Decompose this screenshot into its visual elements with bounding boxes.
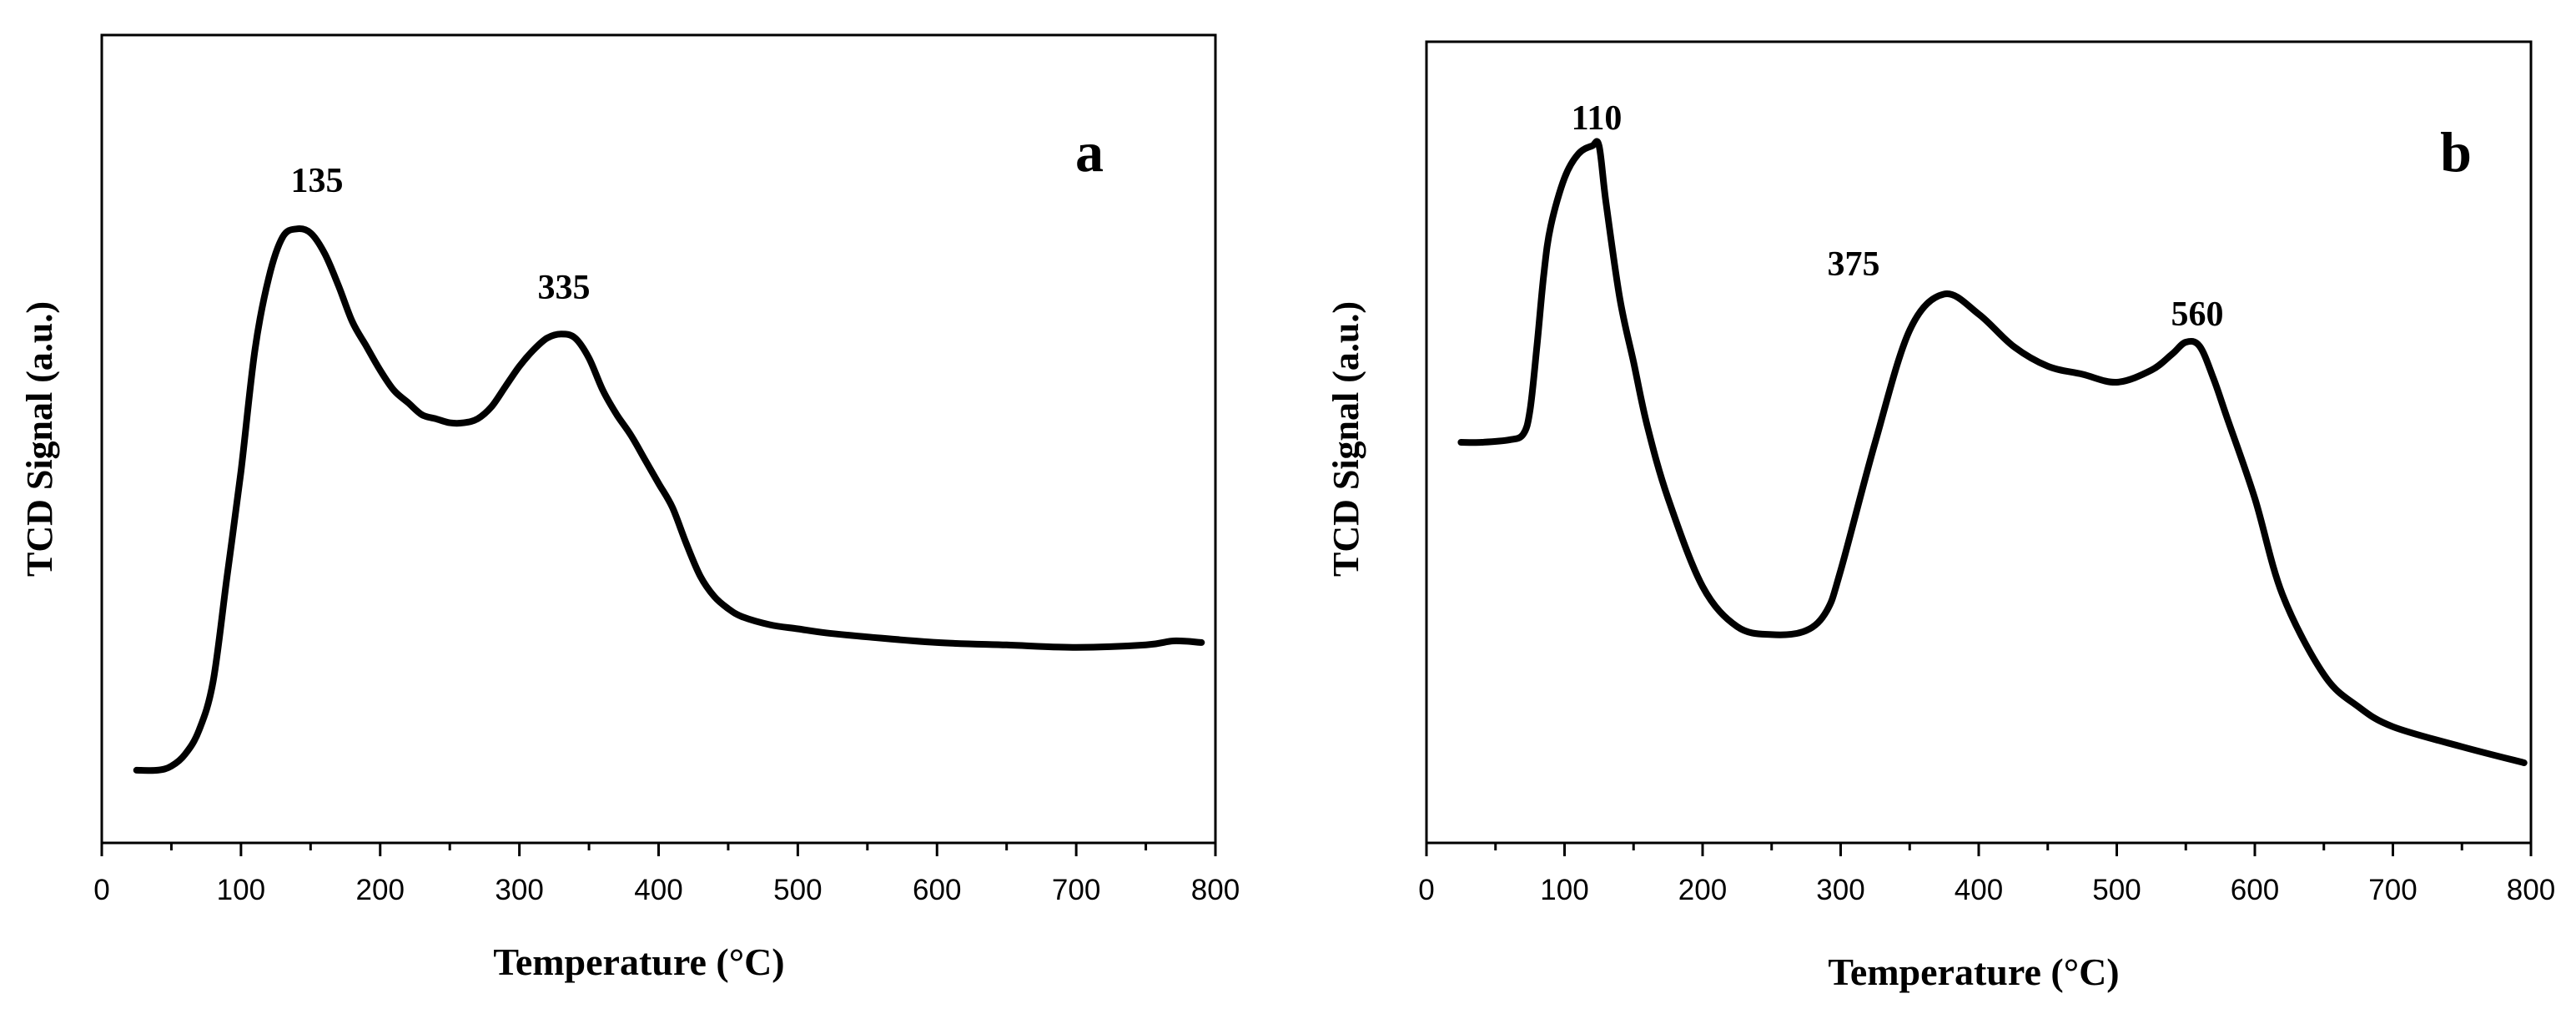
chart-b-x-tick-label: 800	[2507, 874, 2555, 906]
chart-b-peak-label-375: 375	[1828, 245, 1880, 284]
chart-a-svg: 0 100 200 300 400 500 600 700 800 TCD Signal (a.…	[19, 33, 1240, 983]
chart-a-x-tick-label: 300	[495, 874, 543, 906]
chart-a-xlabel: Temperature (°C)	[493, 941, 784, 983]
chart-b-frame	[1425, 40, 2533, 845]
chart-b-series-line	[1457, 138, 2528, 766]
chart-b-svg: 0 100 200 300 400 500 600 700 800 TCD Signal (a.…	[1326, 40, 2555, 993]
chart-panel-a: 0 100 200 300 400 500 600 700 800 TCD Signal (a.…	[0, 0, 1288, 1020]
chart-b-x-tick-label: 0	[1418, 874, 1434, 906]
chart-b-x-tick-label: 300	[1816, 874, 1864, 906]
chart-a-series-line	[133, 225, 1205, 774]
chart-a-ylabel: TCD Signal (a.u.)	[19, 301, 60, 577]
chart-b-ylabel: TCD Signal (a.u.)	[1326, 301, 1366, 577]
chart-a-x-tick-label: 700	[1052, 874, 1100, 906]
chart-a-x-tick-label: 500	[773, 874, 822, 906]
chart-a-x-tick-label: 0	[93, 874, 109, 906]
chart-b-x-tick-label: 400	[1955, 874, 2003, 906]
chart-a-x-tick-label: 100	[217, 874, 265, 906]
chart-a-panel-label: a	[1075, 120, 1104, 184]
chart-b-x-tick-label: 500	[2092, 874, 2141, 906]
chart-b-x-tick-label: 100	[1540, 874, 1588, 906]
chart-b-peak-label-110: 110	[1572, 99, 1623, 138]
chart-b-x-tick-label: 600	[2231, 874, 2279, 906]
chart-b-x-ticks: 0 100 200 300 400 500 600 700 800	[1418, 843, 2555, 906]
chart-b-xlabel: Temperature (°C)	[1828, 951, 2119, 993]
chart-b-x-tick-label: 200	[1678, 874, 1727, 906]
chart-b-x-tick-label: 700	[2368, 874, 2417, 906]
chart-a-x-tick-label: 200	[356, 874, 405, 906]
chart-panel-b: 0 100 200 300 400 500 600 700 800 TCD Signal (a.…	[1288, 0, 2576, 1020]
chart-a-x-tick-label: 600	[913, 874, 961, 906]
chart-b-peak-label-560: 560	[2171, 295, 2224, 334]
chart-a-peak-label-135: 135	[291, 162, 344, 200]
chart-a-frame	[100, 33, 1217, 845]
chart-a-x-ticks: 0 100 200 300 400 500 600 700 800	[93, 843, 1240, 906]
chart-a-x-tick-label: 800	[1191, 874, 1240, 906]
chart-a-peak-label-335: 335	[538, 269, 591, 307]
chart-a-x-tick-label: 400	[634, 874, 682, 906]
chart-b-panel-label: b	[2440, 120, 2472, 184]
